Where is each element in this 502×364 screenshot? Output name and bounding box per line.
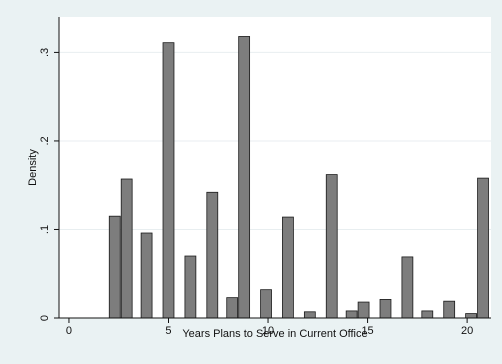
bar-18 <box>465 313 477 319</box>
bar-1 <box>120 178 133 319</box>
bar-14 <box>379 299 392 319</box>
bar-13 <box>357 301 370 319</box>
y-tick-label: .1 <box>39 225 51 234</box>
bar-7 <box>238 36 251 319</box>
bar-15 <box>401 256 414 319</box>
bar-9 <box>282 216 294 319</box>
bar-4 <box>184 255 197 319</box>
bar-8 <box>260 289 272 319</box>
y-axis-title: Density <box>27 149 39 186</box>
x-tick-label: 5 <box>165 325 171 337</box>
y-tick-label: .3 <box>39 48 51 57</box>
y-axis-ticks: 0 .1 .2 .3 <box>39 48 59 321</box>
bar-0 <box>108 215 121 319</box>
y-tick-label: 0 <box>39 315 51 321</box>
x-axis-ticks: 0 5 10 15 20 <box>66 318 473 337</box>
bar-5 <box>206 191 219 319</box>
x-tick-label: 20 <box>461 325 473 337</box>
bar-17 <box>443 300 456 319</box>
x-tick-label: 10 <box>262 325 274 337</box>
x-axis-title: Years Plans to Serve in Current Office <box>182 328 367 340</box>
bar-3 <box>162 42 175 319</box>
bar-10 <box>303 311 316 319</box>
bar-16 <box>421 310 434 319</box>
bar-19 <box>477 177 489 319</box>
bar-11 <box>325 174 338 319</box>
bar-6 <box>226 297 239 319</box>
x-tick-label: 0 <box>66 325 72 337</box>
bar-2 <box>140 232 153 319</box>
bars <box>108 36 489 319</box>
bar-12 <box>345 310 358 319</box>
x-tick-label: 15 <box>361 325 373 337</box>
y-tick-label: .2 <box>39 136 51 145</box>
